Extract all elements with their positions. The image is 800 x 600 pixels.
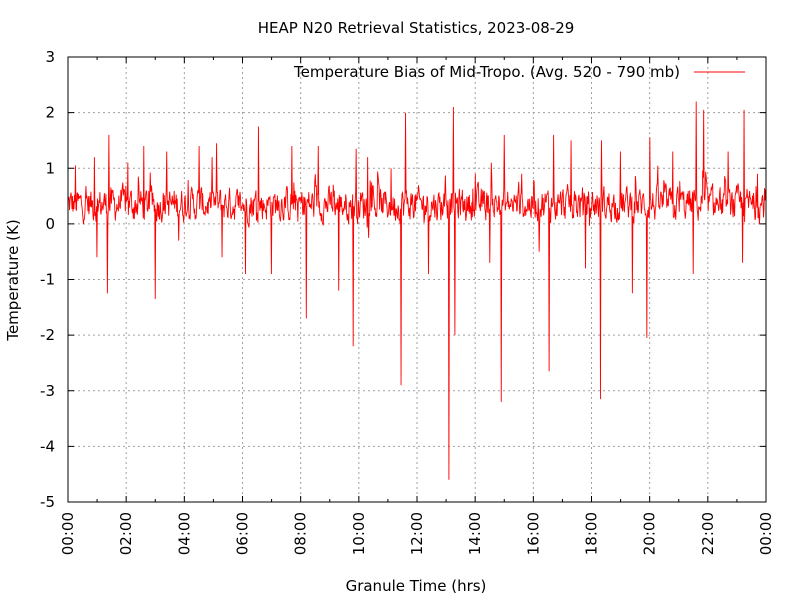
y-tick-label: 0	[45, 215, 55, 233]
x-tick-label: 16:00	[524, 512, 542, 555]
chart-title: HEAP N20 Retrieval Statistics, 2023-08-2…	[258, 19, 575, 37]
x-tick-label: 04:00	[175, 512, 193, 555]
x-tick-label: 20:00	[641, 512, 659, 555]
y-tick-label: -3	[40, 382, 55, 400]
x-tick-label: 08:00	[292, 512, 310, 555]
x-tick-label: 06:00	[234, 512, 252, 555]
x-tick-label: 10:00	[350, 512, 368, 555]
legend-label: Temperature Bias of Mid-Tropo. (Avg. 520…	[293, 63, 680, 81]
legend: Temperature Bias of Mid-Tropo. (Avg. 520…	[293, 63, 745, 81]
x-tick-label: 12:00	[408, 512, 426, 555]
y-tick-label: -4	[40, 437, 55, 455]
x-tick-label: 00:00	[757, 512, 775, 555]
x-tick-label: 00:00	[59, 512, 77, 555]
x-tick-label: 18:00	[583, 512, 601, 555]
y-tick-label: 1	[45, 159, 55, 177]
y-axis-label: Temperature (K)	[4, 219, 22, 341]
x-tick-label: 14:00	[466, 512, 484, 555]
series-line	[67, 101, 767, 480]
y-tick-label: -5	[40, 493, 55, 511]
series-layer	[67, 101, 767, 480]
y-tick-label: -1	[40, 271, 55, 289]
y-tick-label: 2	[45, 104, 55, 122]
x-axis-label: Granule Time (hrs)	[346, 577, 487, 595]
y-tick-label: 3	[45, 48, 55, 66]
x-tick-label: 02:00	[117, 512, 135, 555]
x-tick-label: 22:00	[699, 512, 717, 555]
y-tick-label: -2	[40, 326, 55, 344]
grid-layer	[68, 57, 766, 502]
